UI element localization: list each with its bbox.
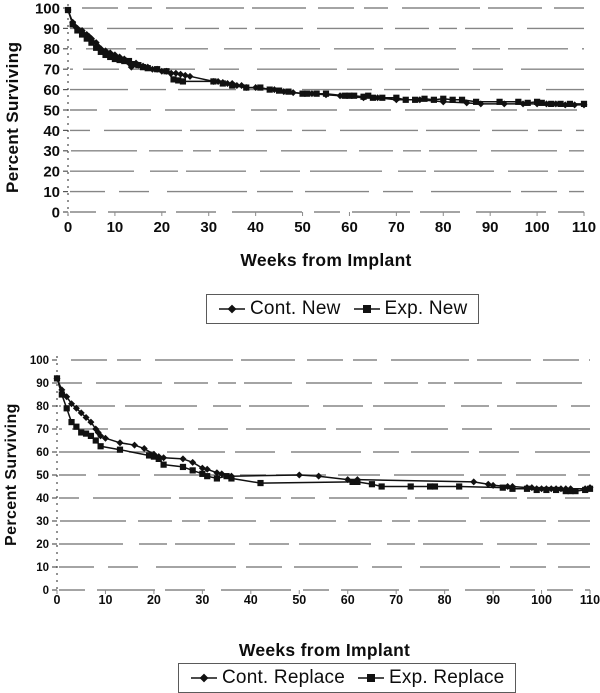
svg-text:70: 70 (36, 424, 49, 436)
diamond-marker-icon (191, 673, 217, 683)
svg-text:0: 0 (54, 593, 61, 607)
svg-text:20: 20 (43, 164, 60, 181)
square-marker-icon (353, 305, 380, 313)
svg-text:90: 90 (36, 378, 49, 390)
svg-text:40: 40 (43, 123, 60, 140)
svg-text:80: 80 (43, 41, 60, 58)
x-axis-title-new: Weeks from Implant (240, 250, 412, 270)
svg-text:80: 80 (435, 219, 452, 236)
legend-item-exp-replace: Exp. Replace (357, 667, 504, 689)
svg-text:90: 90 (482, 219, 499, 236)
svg-text:40: 40 (247, 219, 264, 236)
legend-new-implants: Cont. New Exp. New (206, 294, 480, 324)
svg-text:10: 10 (36, 562, 49, 574)
svg-text:110: 110 (580, 593, 600, 607)
legend-label-cont-new: Cont. New (250, 298, 341, 319)
legend-item-cont-new: Cont. New (218, 298, 341, 320)
legend-item-exp-new: Exp. New (353, 298, 468, 320)
svg-text:30: 30 (195, 593, 209, 607)
legend-replacement-implants: Cont. Replace Exp. Replace (178, 663, 517, 693)
legend-label-exp-new: Exp. New (384, 298, 468, 319)
svg-text:40: 40 (36, 493, 49, 505)
svg-text:70: 70 (43, 62, 60, 79)
svg-text:90: 90 (486, 593, 500, 607)
svg-text:30: 30 (200, 219, 217, 236)
svg-text:100: 100 (35, 0, 60, 17)
svg-text:80: 80 (438, 593, 452, 607)
svg-text:10: 10 (107, 219, 124, 236)
svg-text:20: 20 (36, 539, 49, 551)
x-axis-title-replace: Weeks from Implant (238, 640, 411, 660)
svg-text:70: 70 (388, 219, 405, 236)
svg-text:30: 30 (36, 516, 49, 528)
svg-text:100: 100 (531, 593, 552, 607)
svg-text:60: 60 (341, 593, 355, 607)
svg-text:100: 100 (30, 355, 49, 367)
svg-text:20: 20 (147, 593, 161, 607)
svg-text:50: 50 (294, 219, 311, 236)
svg-text:30: 30 (43, 143, 60, 160)
svg-text:70: 70 (389, 593, 403, 607)
legend-item-cont-replace: Cont. Replace (190, 667, 345, 689)
svg-text:20: 20 (153, 219, 170, 236)
svg-text:0: 0 (64, 219, 72, 236)
plot-area-replacement-implants: 0 10 20 30 40 50 60 70 80 90 100 0 10 20 30 40 50 60 70 80 9… (30, 355, 600, 607)
svg-text:90: 90 (43, 21, 60, 38)
svg-text:60: 60 (43, 82, 60, 99)
svg-text:80: 80 (36, 401, 49, 413)
svg-text:0: 0 (52, 204, 60, 221)
svg-text:110: 110 (572, 219, 596, 236)
svg-text:60: 60 (36, 447, 49, 459)
svg-text:100: 100 (525, 219, 550, 236)
diamond-marker-icon (219, 304, 245, 314)
svg-text:50: 50 (292, 593, 306, 607)
square-marker-icon (358, 674, 385, 682)
svg-text:50: 50 (43, 102, 60, 119)
plot-area-new-implants: 0 10 20 30 40 50 60 70 80 90 100 0 10 20 30 40 50 60 70 80 9… (35, 0, 596, 236)
svg-text:0: 0 (43, 585, 49, 597)
svg-text:10: 10 (43, 184, 60, 201)
svg-text:40: 40 (244, 593, 258, 607)
svg-text:60: 60 (341, 219, 358, 236)
svg-text:10: 10 (99, 593, 113, 607)
legend-label-exp-replace: Exp. Replace (389, 667, 505, 688)
legend-label-cont-replace: Cont. Replace (222, 667, 346, 688)
svg-text:50: 50 (36, 470, 49, 482)
